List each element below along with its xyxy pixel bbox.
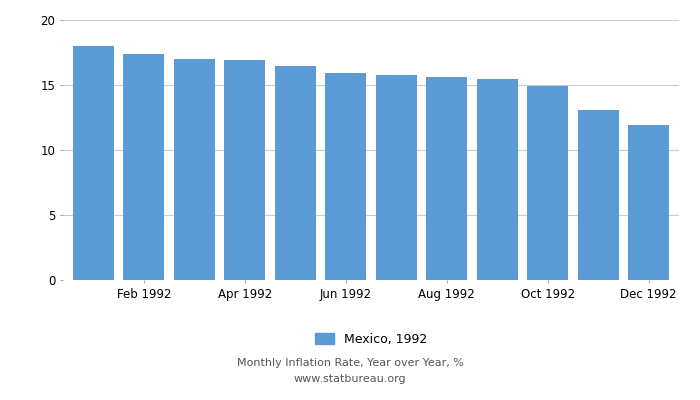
Bar [477, 78, 518, 280]
Text: Monthly Inflation Rate, Year over Year, %: Monthly Inflation Rate, Year over Year, … [237, 358, 463, 368]
Bar [628, 125, 669, 280]
Bar [375, 74, 417, 280]
Bar [274, 66, 316, 280]
Bar [527, 86, 568, 280]
Legend: Mexico, 1992: Mexico, 1992 [315, 333, 427, 346]
Bar [174, 59, 215, 280]
Bar [73, 46, 114, 280]
Bar [426, 77, 468, 280]
Bar [224, 60, 265, 280]
Bar [123, 54, 164, 280]
Bar [578, 110, 619, 280]
Text: www.statbureau.org: www.statbureau.org [294, 374, 406, 384]
Bar [325, 73, 367, 280]
